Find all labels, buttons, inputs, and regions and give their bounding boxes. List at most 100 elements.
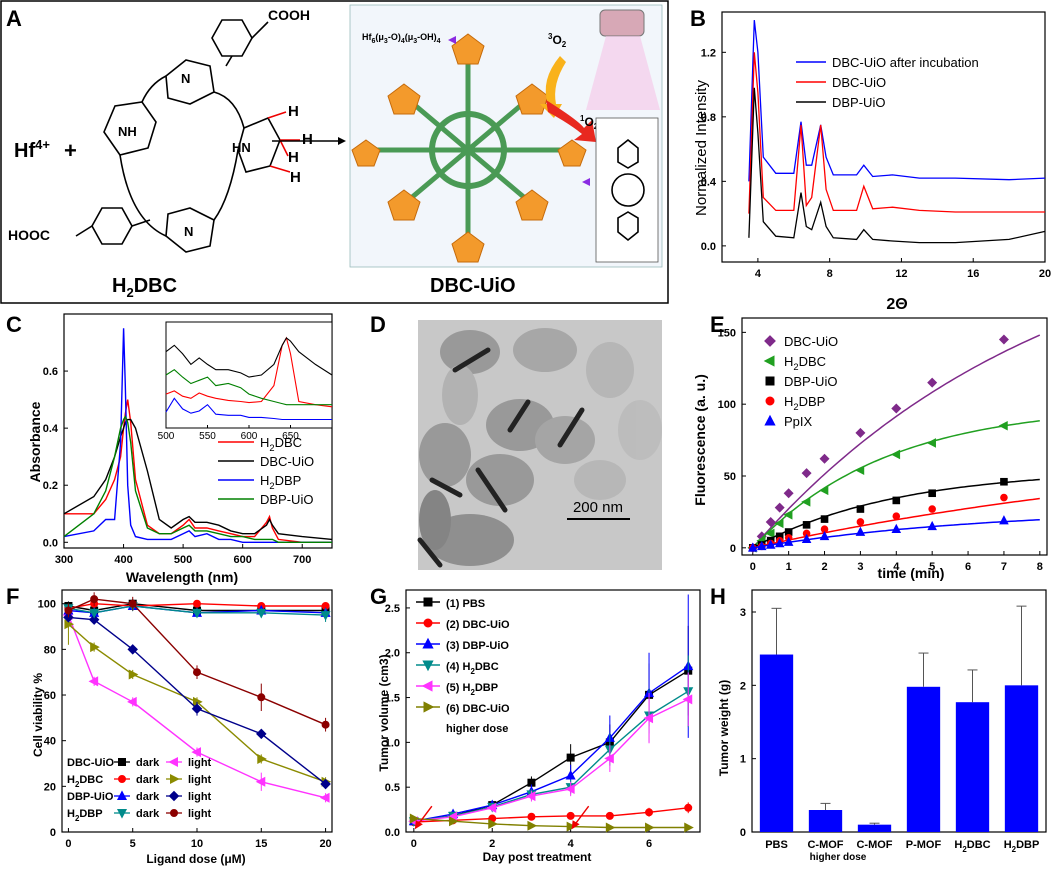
panel-e-point-2-6 bbox=[820, 515, 829, 523]
panel-h-label: H bbox=[710, 584, 726, 609]
panel-f-ytick-label-1: 20 bbox=[44, 781, 56, 793]
panel-e-point-2-10 bbox=[1000, 477, 1008, 486]
hf-clusters bbox=[351, 33, 587, 263]
panel-e-ytick-label-2: 100 bbox=[718, 399, 736, 411]
panel-c-ytick-label-3: 0.6 bbox=[43, 366, 58, 378]
h-label-4: H bbox=[290, 169, 301, 186]
panel-c-inset-xtick-label-0: 500 bbox=[158, 431, 175, 442]
panel-c-legend-label-2: H2DBP bbox=[260, 473, 301, 491]
linker-structure-inset bbox=[595, 117, 659, 263]
panel-g-frame bbox=[405, 589, 701, 833]
panel-f-legend-dark-marker-3 bbox=[116, 809, 128, 819]
panel-f-point-7-2 bbox=[128, 599, 137, 608]
panel-e-point-1-2 bbox=[765, 528, 775, 539]
panel-f: F Ligand dose (μM) Cell viability % 0 5 10… bbox=[6, 584, 333, 866]
panel-c-frame bbox=[63, 313, 333, 549]
panel-e-legend-label-2: DBP-UiO bbox=[784, 374, 837, 389]
ligand-name-h: H bbox=[112, 275, 126, 297]
panel-f-legend-group-0: DBC-UiO bbox=[67, 757, 114, 769]
panel-c-xtick-label-3: 600 bbox=[233, 554, 251, 566]
tem-nanoplates bbox=[419, 328, 662, 566]
panel-e-fit-0 bbox=[752, 334, 1041, 549]
panel-g-xtick-label-3: 6 bbox=[646, 838, 652, 850]
panel-g-xlabel: Day post treatment bbox=[483, 850, 592, 864]
panel-g-point-4-5 bbox=[604, 753, 614, 764]
panel-f-legend-group-3: H2DBP bbox=[67, 808, 103, 823]
panel-b-legend-label-0: DBC-UiO after incubation bbox=[832, 55, 979, 70]
panel-h-ytick-label-1: 1 bbox=[740, 754, 746, 766]
panel-e-point-1-6 bbox=[819, 485, 829, 496]
panel-g-xtick-label-1: 2 bbox=[489, 838, 495, 850]
panel-e-xtick-label-0: 0 bbox=[750, 561, 756, 573]
panel-e-point-3-8 bbox=[892, 512, 901, 521]
panel-e-xtick-label-5: 5 bbox=[929, 561, 935, 573]
panel-f-point-6-3 bbox=[191, 608, 203, 619]
panel-g-legend-marker-0 bbox=[423, 597, 433, 607]
panel-g-legend-label-1: (2) DBC-UiO bbox=[446, 619, 510, 631]
panel-g-ytick-label-1: 0.5 bbox=[385, 782, 400, 794]
panel-h-plot: 0 1 2 3 PBS C-MOF C-MOF P-MOF H2DBC H2DBP bbox=[740, 589, 1047, 854]
panel-a-border bbox=[0, 0, 669, 304]
panel-g-point-2-4 bbox=[565, 769, 576, 780]
panel-g-ylabel: Tumor volume (cm3) bbox=[377, 654, 391, 771]
panel-e-point-0-3 bbox=[774, 502, 785, 513]
panel-f-legend-light-marker-2 bbox=[168, 790, 180, 802]
panel-h-category-0: PBS bbox=[765, 839, 788, 851]
panel-f-xtick-label-1: 5 bbox=[130, 838, 136, 850]
panel-h-frame bbox=[751, 589, 1047, 833]
panel-h-category-2: C-MOF bbox=[856, 839, 892, 851]
panel-e-ylabel: Fluorescence (a. u.) bbox=[692, 374, 708, 505]
excitation-arrow bbox=[540, 56, 566, 118]
panel-e-legend-marker-1 bbox=[763, 355, 775, 367]
panel-h-category-3: P-MOF bbox=[906, 839, 942, 851]
panel-g: G Day post treatment Tumor volume (cm3) … bbox=[370, 584, 701, 864]
panel-e-point-4-10 bbox=[999, 515, 1009, 525]
panel-e: E time (min) Fluorescence (a. u.) 0 1 2 3 4 5… bbox=[692, 312, 1048, 581]
panel-b-xtick-label-4: 20 bbox=[1039, 268, 1051, 280]
panel-c-xlabel: Wavelength (nm) bbox=[126, 569, 238, 585]
cf-0: Hf bbox=[362, 32, 372, 42]
panel-d-label: D bbox=[370, 312, 386, 337]
panel-e-point-2-9 bbox=[928, 489, 936, 498]
panel-f-point-3-4 bbox=[257, 753, 267, 764]
panel-f-point-2-3 bbox=[193, 599, 201, 608]
panel-h-category-note: higher dose bbox=[810, 852, 867, 863]
chlorin-h-bonds bbox=[267, 111, 300, 173]
panel-e-point-1-7 bbox=[855, 465, 865, 476]
panel-b-xlabel: 2Θ bbox=[886, 296, 907, 313]
panel-g-point-4-7 bbox=[682, 694, 693, 705]
panel-e-point-0-6 bbox=[819, 453, 830, 464]
panel-e-point-4-5 bbox=[801, 533, 812, 543]
panel-f-plot: 0 5 10 15 20 0 20 40 60 80 100 DBC-UiO dark light H2DB… bbox=[38, 589, 333, 850]
inset-phenyl-top bbox=[617, 138, 639, 169]
panel-e-frame bbox=[741, 317, 1048, 556]
panel-f-legend-dark-marker-0 bbox=[118, 758, 126, 766]
plus-sign: + bbox=[64, 138, 77, 163]
panel-c-xtick-label-4: 700 bbox=[293, 554, 311, 566]
panel-f-point-5-3 bbox=[191, 703, 203, 714]
panel-e-ytick-label-3: 150 bbox=[718, 327, 736, 339]
panel-c-xtick-label-1: 400 bbox=[114, 554, 132, 566]
panel-g-legend-label-5: (6) DBC-UiO bbox=[446, 703, 510, 715]
panel-f-point-1-5 bbox=[319, 792, 330, 803]
ligand-name-sub: 2 bbox=[126, 285, 133, 300]
panel-b-series-2 bbox=[748, 87, 1046, 244]
panel-c-inset-frame bbox=[165, 321, 333, 429]
panel-c-inset-xtick-label-1: 550 bbox=[199, 431, 216, 442]
panel-g-legend-marker-4 bbox=[421, 680, 433, 692]
singlet-oxygen-arrow bbox=[546, 100, 596, 142]
panel-g-label: G bbox=[370, 584, 387, 609]
panel-f-legend-dark-marker-1 bbox=[118, 775, 126, 783]
inset-phenyl-bottom bbox=[617, 211, 639, 242]
panel-f-legend-light-label-1: light bbox=[188, 774, 212, 786]
panel-c-inset-xtick-label-3: 650 bbox=[282, 431, 299, 442]
panel-b-frame bbox=[721, 11, 1046, 263]
panel-g-legend-label-2: (3) DBP-UiO bbox=[446, 640, 509, 652]
panel-e-legend-label-4: PpIX bbox=[784, 414, 813, 429]
panel-g-point-4-6 bbox=[643, 713, 654, 724]
panel-g-legend-label-4: (5) H2DBP bbox=[446, 682, 498, 697]
panel-e-legend-marker-4 bbox=[764, 414, 776, 426]
panel-f-xtick-label-4: 20 bbox=[319, 838, 331, 850]
light-beam bbox=[586, 36, 660, 110]
